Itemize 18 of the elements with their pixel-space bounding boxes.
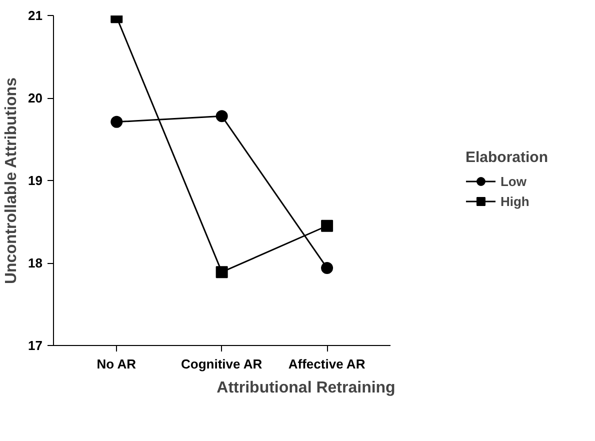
legend-label: Low <box>500 174 526 188</box>
x-tick-label: Affective AR <box>288 356 366 372</box>
point <box>110 116 123 128</box>
point <box>321 262 334 274</box>
legend-label: High <box>500 194 530 208</box>
y-tick-label: 17 <box>28 338 43 353</box>
y-tick-label: 20 <box>28 90 43 106</box>
legend-title: Elaboration <box>465 149 548 166</box>
x-tick-label: No AR <box>96 356 137 372</box>
y-axis-title: Uncontrollable Attributions <box>3 77 20 284</box>
x-tick-label: Cognitive AR <box>181 356 263 372</box>
y-tick-label: 18 <box>28 256 43 270</box>
point <box>216 266 228 278</box>
x-axis-title: Attributional Retraining <box>216 380 396 396</box>
y-tick-label: 21 <box>28 8 43 23</box>
point <box>216 110 228 122</box>
y-tick-label: 19 <box>28 173 43 188</box>
point <box>321 220 334 232</box>
